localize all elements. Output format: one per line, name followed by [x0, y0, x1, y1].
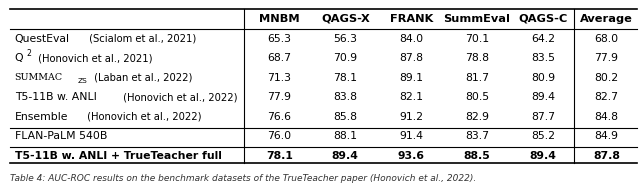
Text: 91.4: 91.4 [399, 131, 423, 141]
Text: FRANK: FRANK [390, 14, 433, 24]
Text: (Honovich et al., 2021): (Honovich et al., 2021) [35, 53, 152, 63]
Text: 68.0: 68.0 [595, 33, 618, 44]
Text: 88.5: 88.5 [464, 151, 490, 161]
Text: 2: 2 [26, 49, 31, 58]
Text: SummEval: SummEval [444, 14, 511, 24]
Text: Q: Q [15, 53, 23, 63]
Text: 68.7: 68.7 [268, 53, 291, 63]
Text: T5-11B w. ANLI + TrueTeacher full: T5-11B w. ANLI + TrueTeacher full [15, 151, 221, 161]
Text: 56.3: 56.3 [333, 33, 357, 44]
Text: 89.1: 89.1 [399, 73, 423, 83]
Text: 87.7: 87.7 [531, 112, 555, 122]
Text: 89.4: 89.4 [531, 92, 555, 102]
Text: 84.0: 84.0 [399, 33, 423, 44]
Text: 89.4: 89.4 [332, 151, 358, 161]
Text: MNBM: MNBM [259, 14, 300, 24]
Text: 84.9: 84.9 [595, 131, 618, 141]
Text: (Honovich et al., 2022): (Honovich et al., 2022) [84, 112, 201, 122]
Text: ZS: ZS [77, 78, 87, 84]
Text: 78.1: 78.1 [333, 73, 357, 83]
Text: 70.1: 70.1 [465, 33, 489, 44]
Text: 80.5: 80.5 [465, 92, 489, 102]
Text: 83.8: 83.8 [333, 92, 357, 102]
Text: 71.3: 71.3 [268, 73, 291, 83]
Text: Ensemble: Ensemble [15, 112, 68, 122]
Text: QAGS-X: QAGS-X [321, 14, 370, 24]
Text: 81.7: 81.7 [465, 73, 489, 83]
Text: 87.8: 87.8 [399, 53, 423, 63]
Text: (Honovich et al., 2022): (Honovich et al., 2022) [120, 92, 238, 102]
Text: QAGS-C: QAGS-C [518, 14, 568, 24]
Text: 87.8: 87.8 [593, 151, 620, 161]
Text: 89.4: 89.4 [530, 151, 556, 161]
Text: T5-11B w. ANLI: T5-11B w. ANLI [15, 92, 97, 102]
Text: 82.7: 82.7 [595, 92, 618, 102]
Text: 80.9: 80.9 [531, 73, 555, 83]
Text: 77.9: 77.9 [268, 92, 291, 102]
Text: 83.5: 83.5 [531, 53, 555, 63]
Text: 65.3: 65.3 [268, 33, 291, 44]
Text: SUMMAC: SUMMAC [15, 73, 63, 82]
Text: FLAN-PaLM 540B: FLAN-PaLM 540B [15, 131, 107, 141]
Text: 82.9: 82.9 [465, 112, 489, 122]
Text: 84.8: 84.8 [595, 112, 618, 122]
Text: 76.6: 76.6 [268, 112, 291, 122]
Text: 77.9: 77.9 [595, 53, 618, 63]
Text: 82.1: 82.1 [399, 92, 423, 102]
Text: Average: Average [580, 14, 633, 24]
Text: 78.8: 78.8 [465, 53, 489, 63]
Text: 91.2: 91.2 [399, 112, 423, 122]
Text: 88.1: 88.1 [333, 131, 357, 141]
Text: 76.0: 76.0 [268, 131, 291, 141]
Text: 85.8: 85.8 [333, 112, 357, 122]
Text: 78.1: 78.1 [266, 151, 292, 161]
Text: 83.7: 83.7 [465, 131, 489, 141]
Text: 85.2: 85.2 [531, 131, 555, 141]
Text: QuestEval: QuestEval [15, 33, 70, 44]
Text: 93.6: 93.6 [397, 151, 425, 161]
Text: Table 4: AUC-ROC results on the benchmark datasets of the TrueTeacher paper (Hon: Table 4: AUC-ROC results on the benchmar… [10, 174, 476, 183]
Text: 80.2: 80.2 [595, 73, 618, 83]
Text: 64.2: 64.2 [531, 33, 555, 44]
Text: 70.9: 70.9 [333, 53, 357, 63]
Text: (Laban et al., 2022): (Laban et al., 2022) [92, 73, 193, 83]
Text: (Scialom et al., 2021): (Scialom et al., 2021) [86, 33, 196, 44]
